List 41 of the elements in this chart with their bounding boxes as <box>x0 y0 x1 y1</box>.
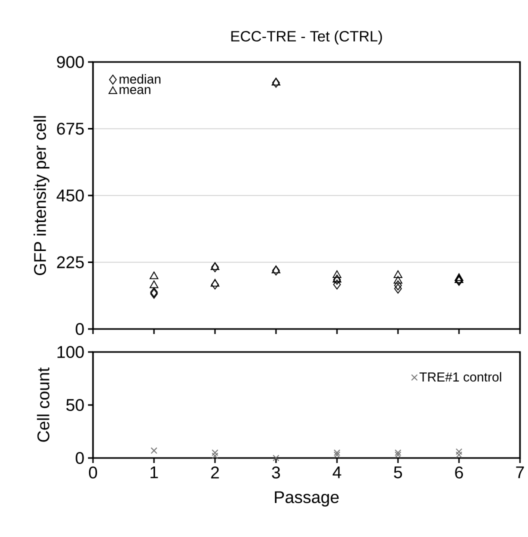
y-tick-label: 675 <box>57 122 84 135</box>
point <box>211 262 219 272</box>
point <box>150 272 158 280</box>
x-tick-label: 5 <box>394 466 402 478</box>
y-axis-title: Cell count <box>36 368 50 442</box>
point <box>150 280 158 288</box>
point <box>211 280 219 290</box>
x-tick-label: 0 <box>88 466 98 479</box>
y-tick-label: 225 <box>57 256 84 268</box>
point <box>333 280 341 290</box>
x-tick-label: 2 <box>211 466 219 478</box>
point <box>272 78 280 88</box>
point <box>272 78 280 86</box>
point <box>272 266 280 276</box>
legend-label: TRE#1 control <box>420 372 502 382</box>
point <box>394 280 402 290</box>
y-tick-label: 450 <box>56 190 84 202</box>
legend-label: mean <box>120 87 150 94</box>
y-tick-label: 100 <box>58 346 84 358</box>
y-tick-label: 50 <box>66 399 84 411</box>
point <box>394 276 402 284</box>
y-axis-title: GFP intensity per cell <box>34 116 50 276</box>
x-tick-label: 6 <box>455 466 463 479</box>
chart-title: ECC-TRE - Tet (CTRL) <box>231 30 382 44</box>
point <box>333 274 341 285</box>
y-tick-label: 900 <box>57 56 84 68</box>
point <box>394 270 402 278</box>
point <box>272 266 280 274</box>
legend-label: median <box>120 74 160 84</box>
x-tick-label: 7 <box>516 466 524 478</box>
point <box>332 270 342 278</box>
x-tick-label: 1 <box>150 466 158 478</box>
x-tick-label: 4 <box>332 466 342 478</box>
y-tick-label: 0 <box>76 452 84 464</box>
point <box>210 262 220 270</box>
x-axis-title: Passage <box>274 491 339 507</box>
point <box>210 278 220 287</box>
x-tick-label: 3 <box>272 466 280 479</box>
point <box>394 284 402 294</box>
y-tick-label: 0 <box>76 323 84 335</box>
point <box>332 274 342 282</box>
